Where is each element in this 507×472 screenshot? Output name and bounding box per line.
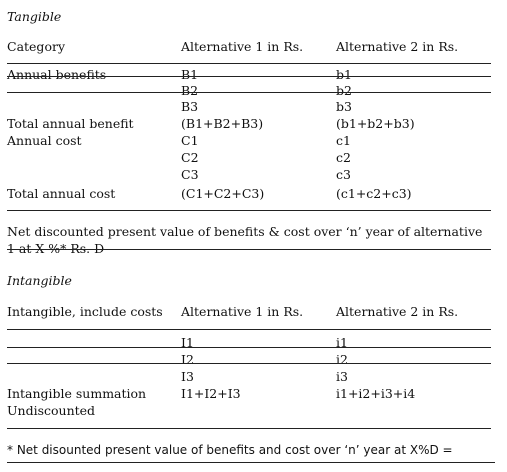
cost-c1-alt2: c1 xyxy=(336,133,351,148)
intangible-i3-alt2: i3 xyxy=(336,369,348,384)
cost-c3-alt1: C3 xyxy=(181,167,199,182)
header-category: Category xyxy=(7,39,66,54)
npv-line-1: Net discounted present value of benefits… xyxy=(7,224,483,239)
footnote: * Net disounted present value of benefit… xyxy=(7,443,453,457)
intangible-heading: Intangible xyxy=(7,273,72,288)
cost-c1-alt1: C1 xyxy=(181,133,199,148)
row-rule xyxy=(7,76,491,77)
total-benefit-alt2: (b1+b2+b3) xyxy=(336,116,415,131)
row-rule xyxy=(7,347,491,348)
intangible-summation-alt1: I1+I2+I3 xyxy=(181,386,241,401)
header-divider xyxy=(7,329,491,330)
intangible-header-category: Intangible, include costs xyxy=(7,304,163,319)
intangible-header-alt2: Alternative 2 in Rs. xyxy=(336,304,459,319)
intangible-i1-alt2: i1 xyxy=(336,335,348,350)
row-rule xyxy=(7,92,491,93)
tangible-heading: Tangible xyxy=(7,9,62,24)
row-rule xyxy=(7,363,491,364)
intangible-header-alt1: Alternative 1 in Rs. xyxy=(181,304,304,319)
intangible-i2-alt1: I2 xyxy=(181,352,194,367)
header-divider xyxy=(7,63,491,64)
total-benefit-label: Total annual benefit xyxy=(7,116,134,131)
total-cost-alt1: (C1+C2+C3) xyxy=(181,186,265,201)
cost-c3-alt2: c3 xyxy=(336,167,351,182)
total-cost-alt2: (c1+c2+c3) xyxy=(336,186,412,201)
section-divider xyxy=(7,249,491,250)
benefit-b3-alt2: b3 xyxy=(336,99,352,114)
annual-benefits-label: Annual benefits xyxy=(7,67,107,82)
intangible-summation-label: Intangible summation xyxy=(7,386,147,401)
benefit-b2-alt2: b2 xyxy=(336,83,352,98)
cost-c2-alt2: c2 xyxy=(336,150,351,165)
cost-c2-alt1: C2 xyxy=(181,150,199,165)
annual-cost-label: Annual cost xyxy=(7,133,82,148)
header-alt2: Alternative 2 in Rs. xyxy=(336,39,459,54)
npv-line-2: 1 at X %* Rs. D xyxy=(7,241,105,256)
intangible-i3-alt1: I3 xyxy=(181,369,194,384)
section-divider xyxy=(7,210,491,211)
undiscounted-label: Undiscounted xyxy=(7,403,96,418)
benefit-b1-alt2: b1 xyxy=(336,67,352,82)
section-divider xyxy=(7,428,491,429)
benefit-b3-alt1: B3 xyxy=(181,99,199,114)
intangible-i2-alt2: i2 xyxy=(336,352,348,367)
intangible-i1-alt1: I1 xyxy=(181,335,194,350)
benefit-b2-alt1: B2 xyxy=(181,83,199,98)
total-benefit-alt1: (B1+B2+B3) xyxy=(181,116,264,131)
benefit-b1-alt1: B1 xyxy=(181,67,199,82)
intangible-summation-alt2: i1+i2+i3+i4 xyxy=(336,386,416,401)
header-alt1: Alternative 1 in Rs. xyxy=(181,39,304,54)
total-cost-label: Total annual cost xyxy=(7,186,116,201)
bottom-rule xyxy=(7,462,495,463)
